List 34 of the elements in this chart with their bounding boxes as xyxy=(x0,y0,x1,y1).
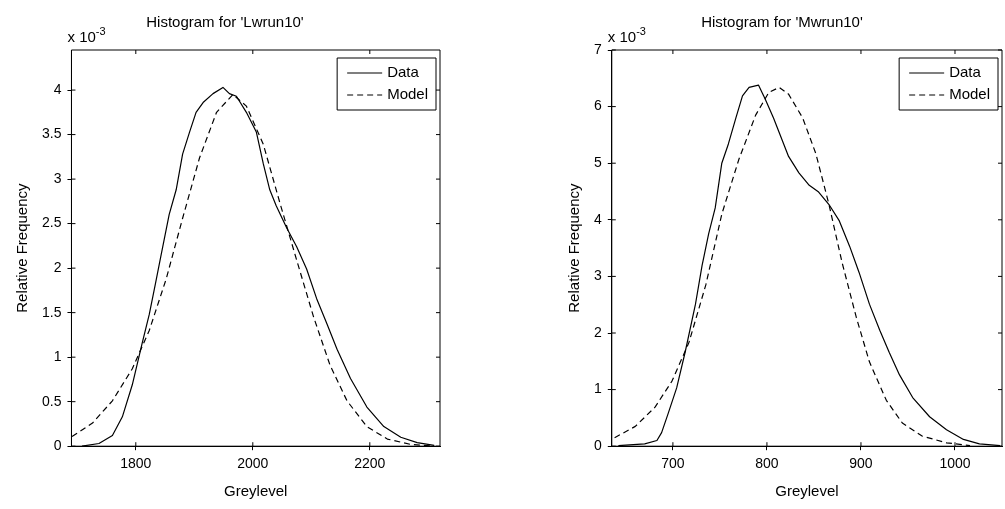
legend-label: Data xyxy=(387,63,420,81)
chart-title: Histogram for 'Lwrun10' xyxy=(146,13,304,31)
y-tick-label: 1 xyxy=(53,348,62,365)
x-tick-label: 2000 xyxy=(237,455,269,472)
y-tick-label: 2.5 xyxy=(41,214,62,231)
y-tick-label: 1.5 xyxy=(41,303,62,320)
y-tick-label: 0 xyxy=(593,437,602,454)
x-tick-label: 800 xyxy=(755,455,779,472)
x-axis-title: Greylevel xyxy=(224,482,288,500)
x-tick-label: 1000 xyxy=(939,455,971,472)
y-tick-label: 1 xyxy=(593,380,602,397)
y-tick-label: 4 xyxy=(593,210,602,227)
chart-title: Histogram for 'Mwrun10' xyxy=(701,13,863,31)
x-tick-label: 700 xyxy=(661,455,685,472)
y-tick-label: 3 xyxy=(593,267,602,284)
y-tick-label: 0.5 xyxy=(41,392,62,409)
y-axis-title: Relative Frequency xyxy=(13,182,31,313)
y-tick-label: 6 xyxy=(593,97,602,114)
y-tick-label: 3 xyxy=(53,169,62,186)
x-axis-title: Greylevel xyxy=(775,482,839,500)
y-tick-label: 3.5 xyxy=(41,125,62,142)
y-tick-label: 0 xyxy=(53,437,62,454)
y-tick-label: 5 xyxy=(593,154,602,171)
x-tick-label: 1800 xyxy=(120,455,152,472)
y-tick-label: 7 xyxy=(593,40,602,57)
y-axis-title: Relative Frequency xyxy=(565,182,583,313)
x-tick-label: 900 xyxy=(849,455,873,472)
y-tick-label: 4 xyxy=(53,80,62,97)
y-tick-label: 2 xyxy=(53,258,62,275)
x-tick-label: 2200 xyxy=(354,455,386,472)
legend-label: Data xyxy=(949,63,982,81)
legend-label: Model xyxy=(949,85,990,103)
legend-label: Model xyxy=(387,85,428,103)
y-tick-label: 2 xyxy=(593,323,602,340)
